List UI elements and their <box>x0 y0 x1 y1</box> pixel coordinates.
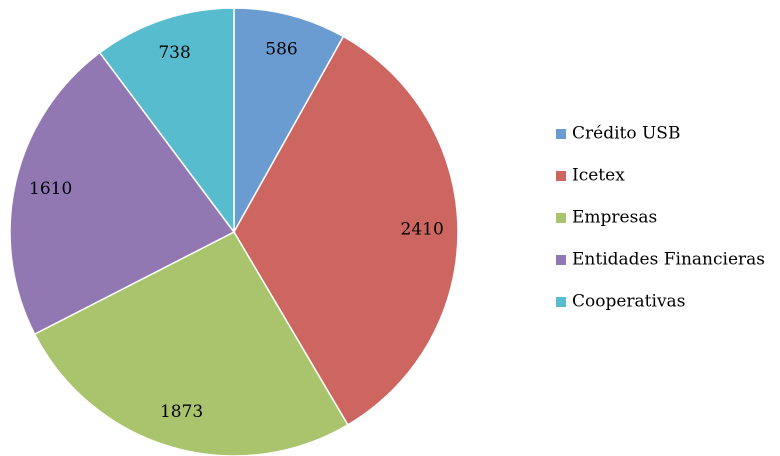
data-label: 1610 <box>29 179 72 199</box>
pie-slice <box>233 7 345 235</box>
pie-slice <box>33 231 349 456</box>
legend-label: Crédito USB <box>572 124 680 144</box>
legend-label: Empresas <box>572 208 657 228</box>
data-label: 1873 <box>160 402 203 422</box>
data-label: 738 <box>158 43 190 63</box>
legend-label: Icetex <box>572 166 625 186</box>
pie-slice <box>233 35 459 426</box>
data-label: 2410 <box>401 219 444 239</box>
pie-slice <box>9 51 236 336</box>
legend-swatch <box>556 213 566 223</box>
data-label: 586 <box>265 39 297 59</box>
legend-swatch <box>556 255 566 265</box>
legend-swatch <box>556 129 566 139</box>
legend-label: Cooperativas <box>572 292 685 312</box>
legend-label: Entidades Financieras <box>572 250 765 270</box>
legend-swatch <box>556 171 566 181</box>
legend-swatch <box>556 297 566 307</box>
pie-slice <box>98 7 235 235</box>
